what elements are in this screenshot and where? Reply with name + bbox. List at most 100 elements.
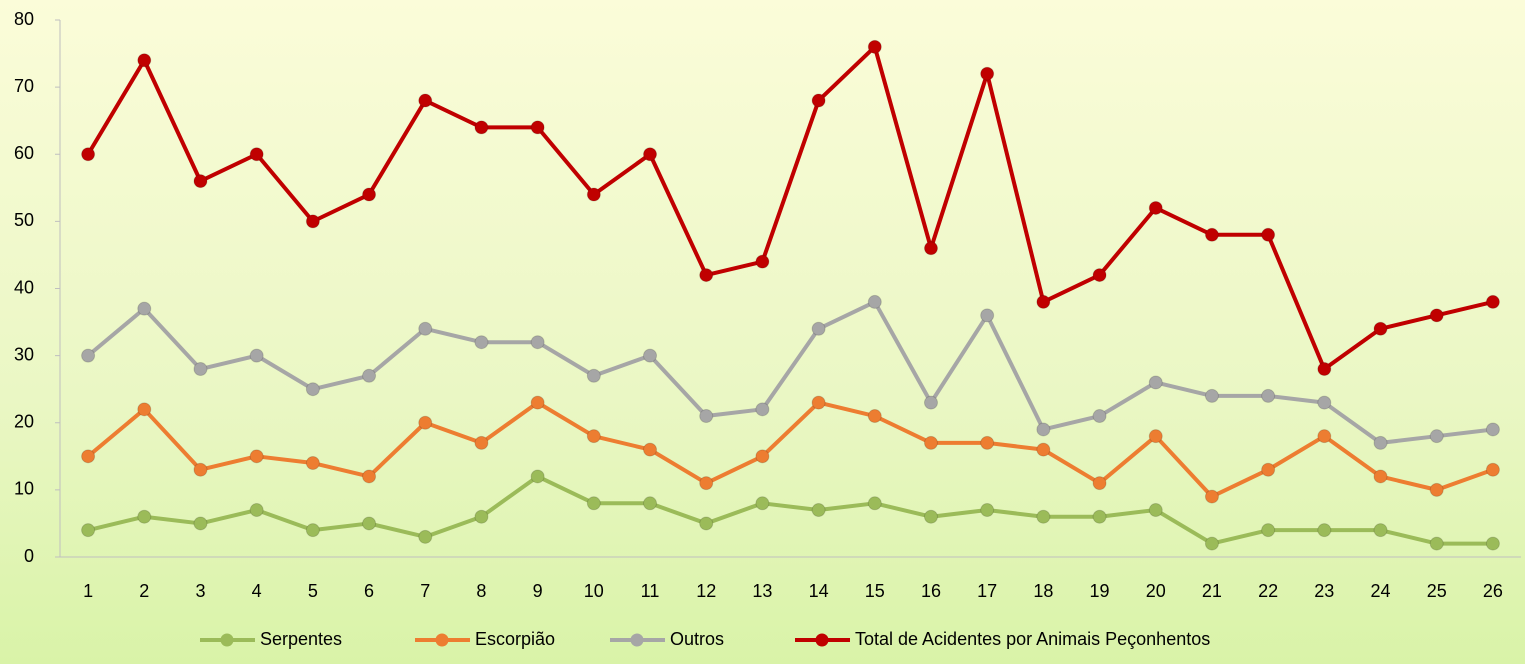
data-point <box>1429 308 1444 323</box>
data-point <box>474 435 489 450</box>
data-point <box>81 147 96 162</box>
data-point <box>1148 375 1163 390</box>
data-point <box>137 301 152 316</box>
y-tick-label: 50 <box>14 210 34 230</box>
data-point <box>643 348 658 363</box>
data-point <box>1317 395 1332 410</box>
data-point <box>305 523 320 538</box>
x-tick-label: 8 <box>476 581 486 601</box>
data-point <box>530 335 545 350</box>
data-point <box>755 402 770 417</box>
data-point <box>474 335 489 350</box>
data-point <box>867 39 882 54</box>
data-point <box>586 368 601 383</box>
data-point <box>586 429 601 444</box>
data-point <box>193 174 208 189</box>
data-point <box>1148 429 1163 444</box>
data-point <box>699 476 714 491</box>
legend-label: Total de Acidentes por Animais Peçonhent… <box>855 629 1210 649</box>
data-point <box>1485 462 1500 477</box>
data-point <box>586 496 601 511</box>
data-point <box>643 147 658 162</box>
data-point <box>1485 294 1500 309</box>
data-point <box>1092 509 1107 524</box>
legend-marker <box>630 633 644 647</box>
x-tick-label: 5 <box>308 581 318 601</box>
y-tick-label: 10 <box>14 479 34 499</box>
data-point <box>1204 536 1219 551</box>
x-tick-label: 24 <box>1371 581 1391 601</box>
data-point <box>923 435 938 450</box>
data-point <box>362 516 377 531</box>
data-point <box>81 449 96 464</box>
data-point <box>474 509 489 524</box>
data-point <box>1317 362 1332 377</box>
data-point <box>1317 429 1332 444</box>
data-point <box>418 93 433 108</box>
data-point <box>418 321 433 336</box>
data-point <box>980 435 995 450</box>
data-point <box>305 214 320 229</box>
data-point <box>643 442 658 457</box>
x-tick-label: 3 <box>195 581 205 601</box>
x-tick-label: 4 <box>252 581 262 601</box>
data-point <box>1373 321 1388 336</box>
data-point <box>1036 509 1051 524</box>
legend-label: Escorpião <box>475 629 555 649</box>
data-point <box>137 402 152 417</box>
data-point <box>193 462 208 477</box>
x-tick-label: 17 <box>977 581 997 601</box>
data-point <box>755 496 770 511</box>
data-point <box>137 53 152 68</box>
x-tick-label: 15 <box>865 581 885 601</box>
data-point <box>923 241 938 256</box>
x-tick-label: 7 <box>420 581 430 601</box>
series-line <box>86 400 1494 499</box>
data-point <box>1261 462 1276 477</box>
data-point <box>1092 409 1107 424</box>
data-point <box>980 503 995 518</box>
data-point <box>1373 435 1388 450</box>
legend-marker <box>815 633 829 647</box>
data-point <box>362 469 377 484</box>
x-tick-label: 1 <box>83 581 93 601</box>
data-point <box>530 395 545 410</box>
data-point <box>193 516 208 531</box>
data-point <box>418 529 433 544</box>
x-tick-label: 25 <box>1427 581 1447 601</box>
data-point <box>1261 523 1276 538</box>
data-point <box>81 523 96 538</box>
x-tick-label: 23 <box>1314 581 1334 601</box>
data-point <box>867 409 882 424</box>
data-point <box>811 321 826 336</box>
data-point <box>755 449 770 464</box>
legend-label: Serpentes <box>260 629 342 649</box>
series-line <box>87 474 1493 546</box>
data-point <box>530 469 545 484</box>
data-point <box>1373 469 1388 484</box>
data-point <box>1204 388 1219 403</box>
data-point <box>586 187 601 202</box>
data-point <box>474 120 489 135</box>
data-point <box>811 93 826 108</box>
x-tick-label: 26 <box>1483 581 1503 601</box>
data-point <box>699 516 714 531</box>
legend-label: Outros <box>670 629 724 649</box>
data-point <box>980 308 995 323</box>
x-tick-label: 20 <box>1146 581 1166 601</box>
x-tick-label: 14 <box>809 581 829 601</box>
data-point <box>81 348 96 363</box>
data-point <box>1204 489 1219 504</box>
data-point <box>362 368 377 383</box>
data-point <box>530 120 545 135</box>
data-point <box>811 503 826 518</box>
data-point <box>1036 422 1051 437</box>
data-point <box>867 496 882 511</box>
data-point <box>1261 227 1276 242</box>
data-point <box>249 348 264 363</box>
x-tick-label: 12 <box>696 581 716 601</box>
x-tick-label: 18 <box>1033 581 1053 601</box>
data-point <box>362 187 377 202</box>
series-line <box>86 299 1494 445</box>
data-point <box>1036 294 1051 309</box>
